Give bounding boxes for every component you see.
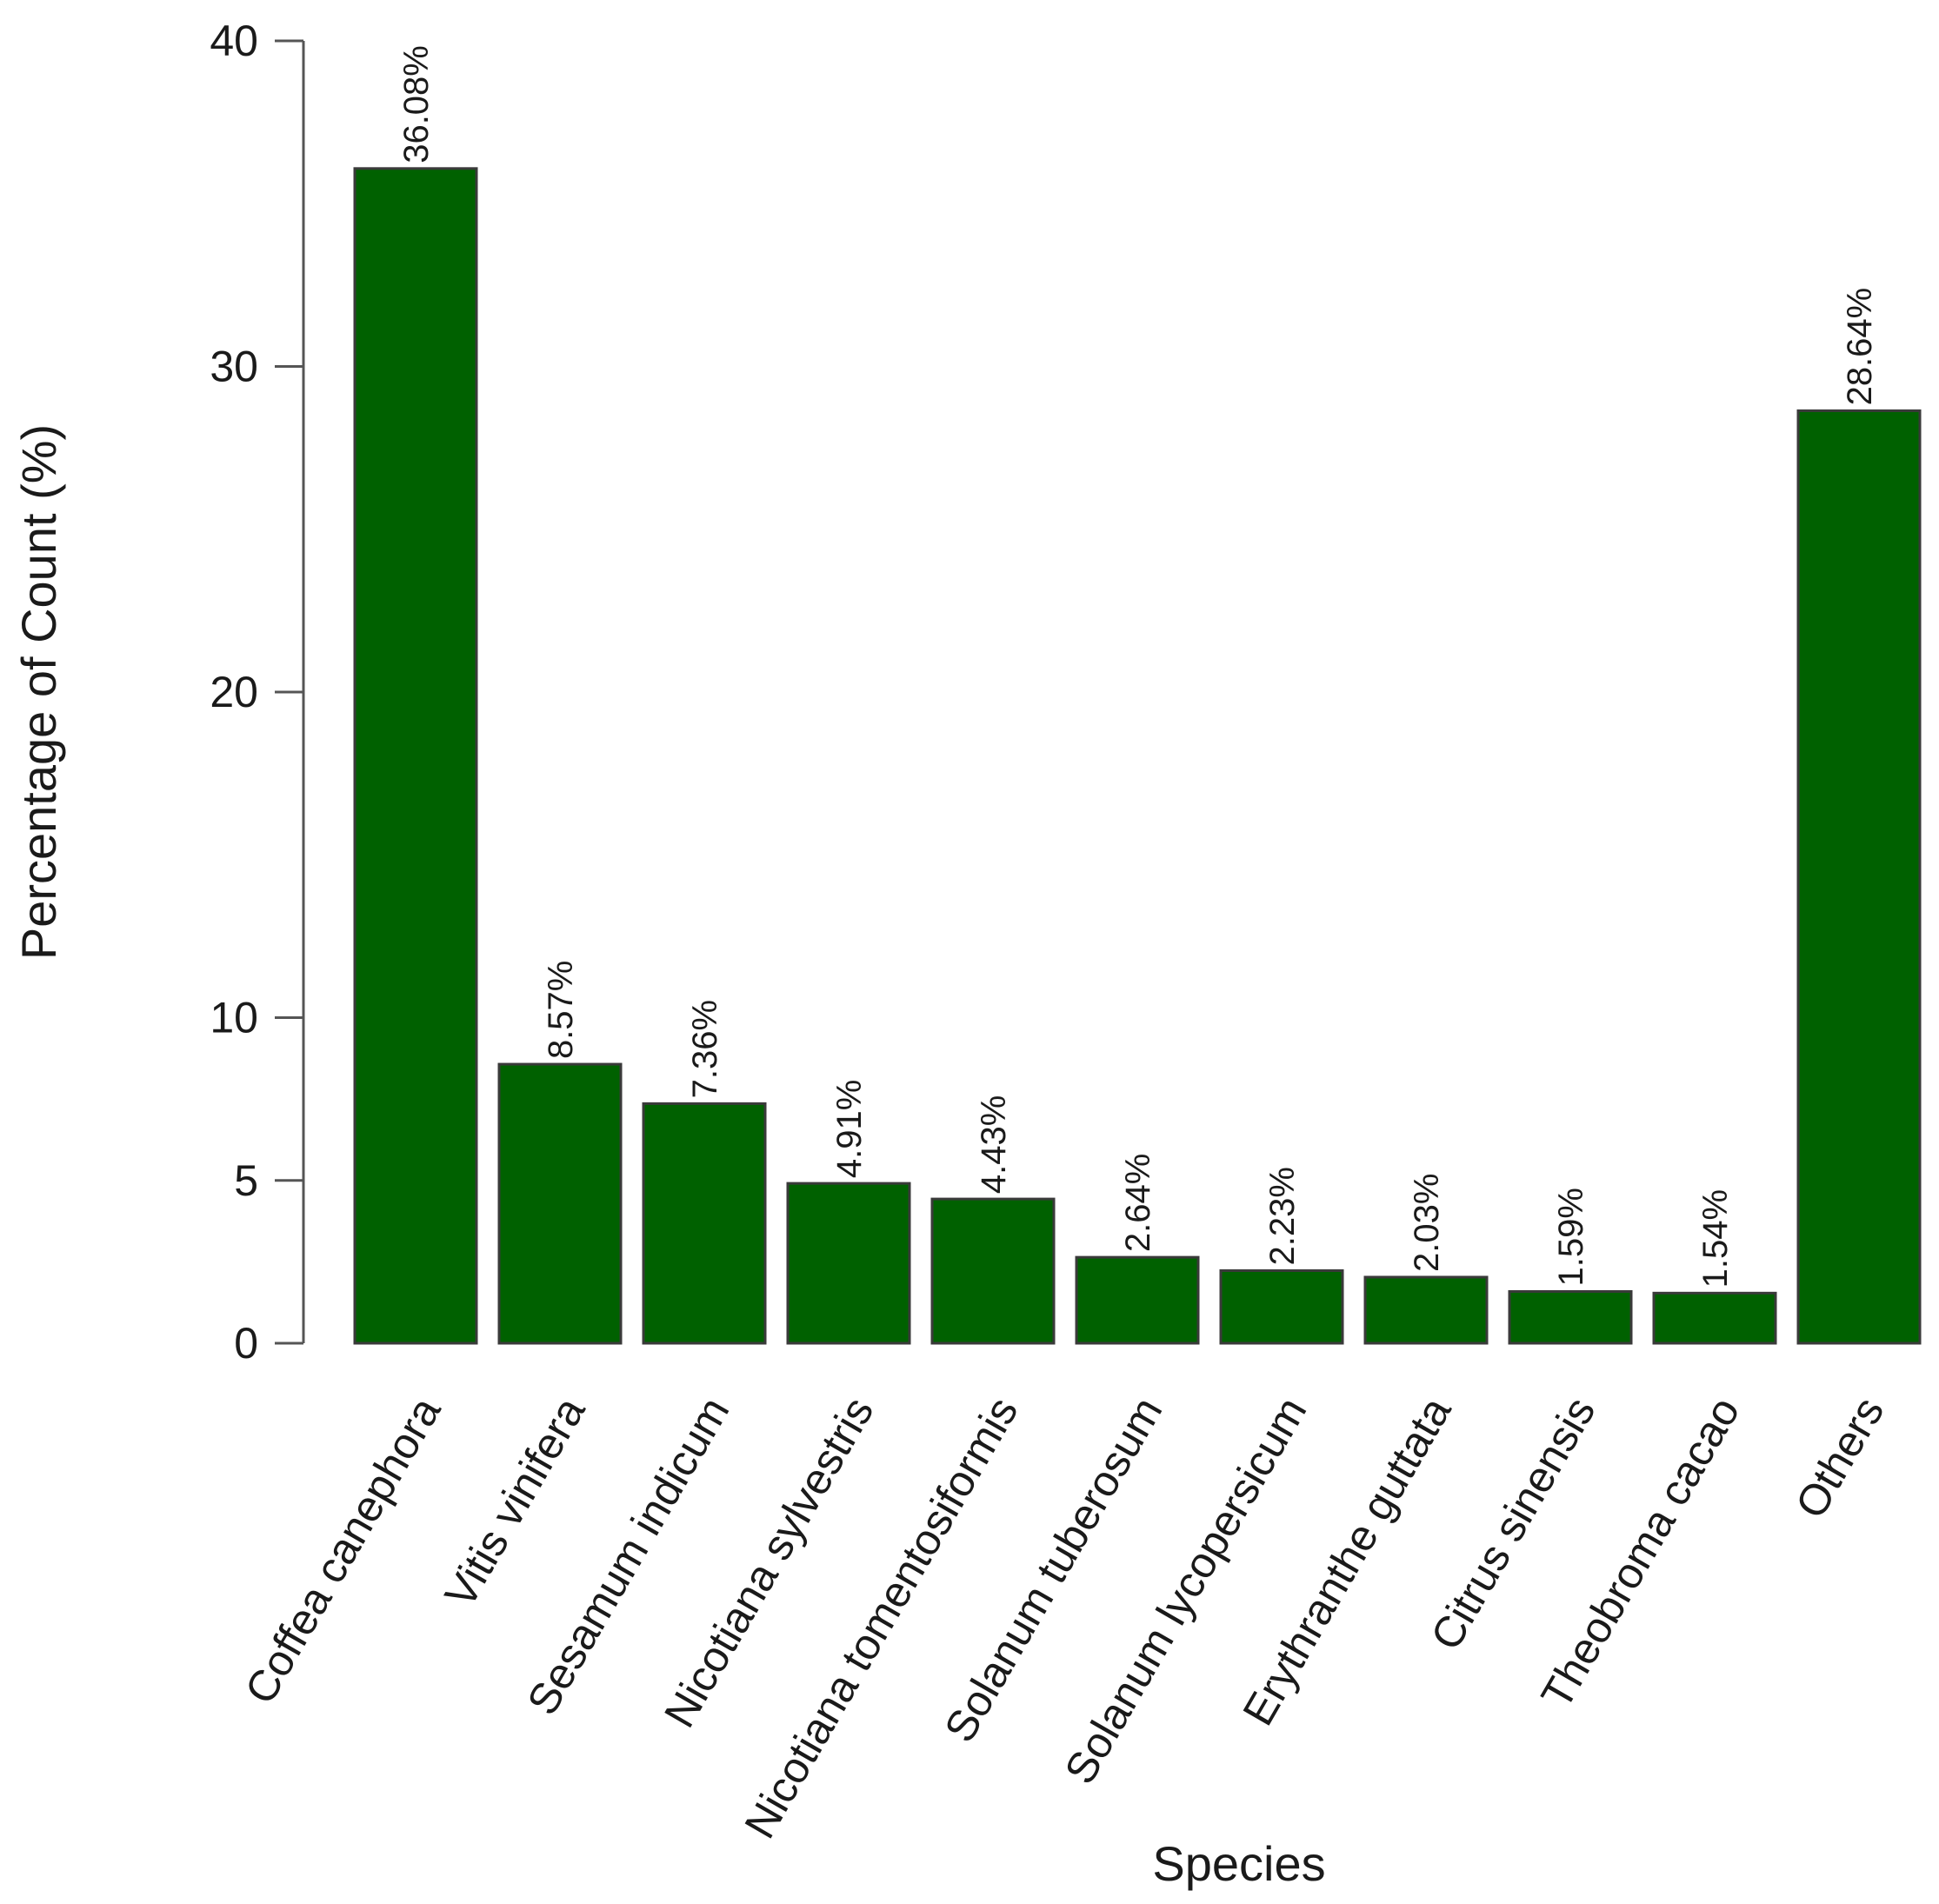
bar xyxy=(1219,1268,1344,1345)
bar xyxy=(642,1102,767,1345)
bar-value-label: 1.54% xyxy=(1696,1189,1735,1288)
category-label: Coffea canephora xyxy=(236,1388,450,1712)
bar xyxy=(786,1182,911,1345)
x-axis-title: Species xyxy=(1152,1836,1325,1891)
y-tick-label: 0 xyxy=(234,1319,258,1368)
y-tick-label: 10 xyxy=(210,994,258,1042)
bar-value-labels: 36.08% 8.57% 7.36% 4.91% 4.43% 2.64% 2.23% 2.03… xyxy=(397,45,1879,1288)
bar-value-label: 2.23% xyxy=(1263,1167,1302,1265)
bars xyxy=(353,167,1922,1345)
bar-value-label: 2.03% xyxy=(1408,1174,1446,1272)
y-tick-label: 30 xyxy=(210,343,258,391)
bar xyxy=(1652,1291,1777,1345)
bar-value-label: 2.64% xyxy=(1119,1154,1157,1252)
bar-value-label: 4.91% xyxy=(830,1080,869,1178)
y-axis: 0 5 10 20 30 40 xyxy=(210,17,305,1368)
y-tick-label: 40 xyxy=(210,17,258,65)
bar-value-label: 1.59% xyxy=(1552,1188,1590,1286)
category-label: Nicotiana tomentosiformis xyxy=(735,1389,1027,1847)
bar xyxy=(353,167,478,1345)
bar-value-label: 7.36% xyxy=(686,1000,724,1098)
bar xyxy=(930,1197,1056,1345)
category-label: Others xyxy=(1786,1389,1894,1527)
bar-value-label: 8.57% xyxy=(542,961,580,1059)
bar xyxy=(497,1062,623,1345)
y-axis-title: Percentage of Count (%) xyxy=(11,424,66,960)
y-tick-label: 20 xyxy=(210,668,258,716)
bar-value-label: 28.64% xyxy=(1841,288,1879,406)
bar-value-label: 4.43% xyxy=(975,1095,1013,1194)
y-tick-label: 5 xyxy=(234,1156,258,1205)
bar xyxy=(1363,1275,1489,1345)
bar-value-label: 36.08% xyxy=(397,45,436,163)
category-label: Vitis vinifera xyxy=(436,1388,595,1615)
bar xyxy=(1508,1289,1633,1345)
bar xyxy=(1075,1255,1200,1345)
bar xyxy=(1796,409,1922,1345)
